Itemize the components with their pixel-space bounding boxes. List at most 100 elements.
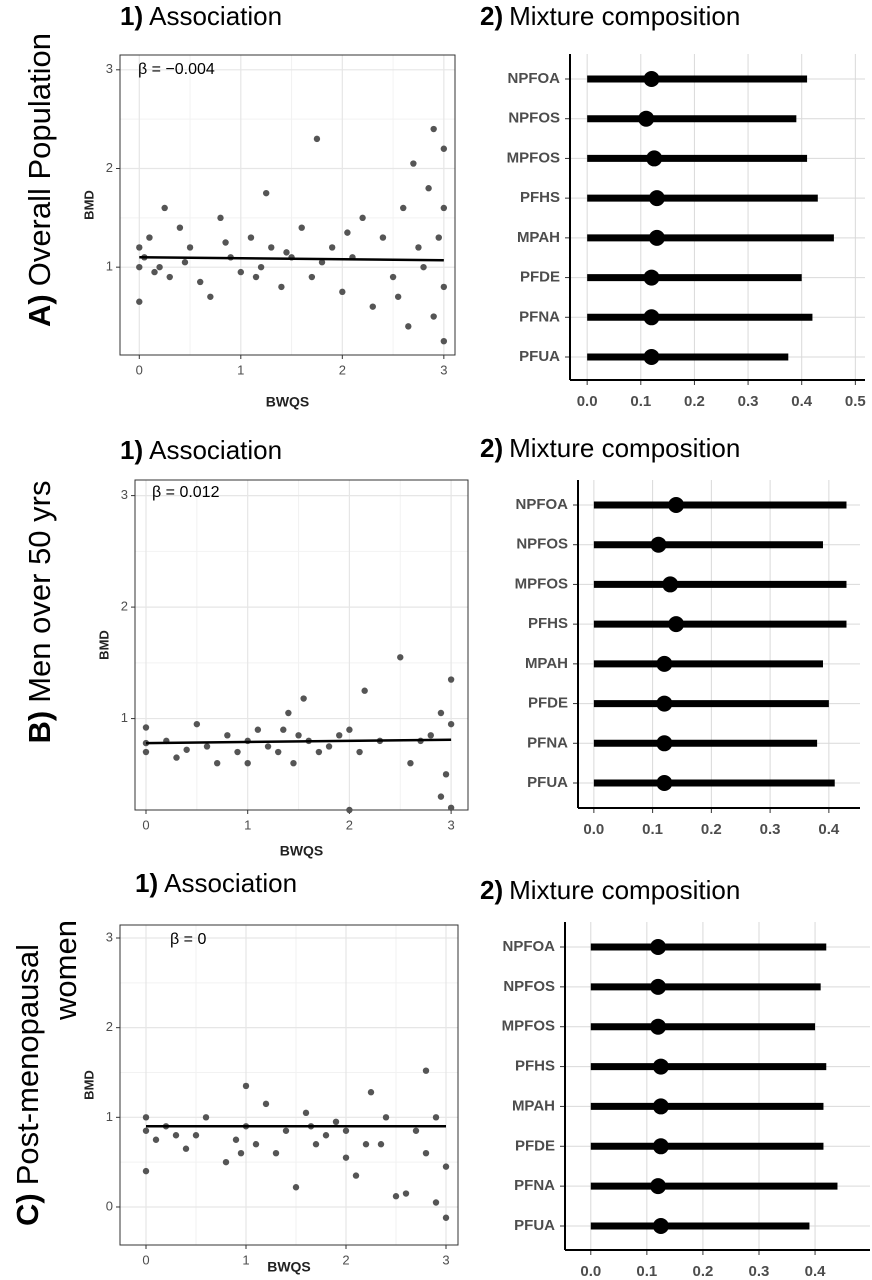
point	[346, 806, 353, 814]
y-tick-label: 3	[121, 487, 128, 502]
point	[176, 224, 184, 231]
category-label: PFHS	[520, 189, 560, 206]
point	[302, 1109, 310, 1117]
point	[352, 1172, 360, 1179]
y-tick-label: 1	[106, 1109, 113, 1124]
panel-border	[134, 479, 469, 811]
x-tick-label: 1	[242, 1252, 249, 1267]
point	[412, 1127, 420, 1134]
row-title: Men over 50 yrs	[22, 481, 57, 703]
estimate	[652, 1138, 669, 1155]
panel-title: 2) Mixture composition	[480, 1, 740, 31]
point	[379, 234, 387, 241]
point	[400, 204, 407, 212]
point	[152, 1136, 160, 1143]
point	[344, 229, 351, 236]
point	[237, 268, 245, 276]
estimate	[656, 695, 673, 712]
point	[222, 1158, 230, 1166]
point	[437, 709, 445, 717]
x-tick-label: 0.3	[760, 821, 781, 838]
point	[394, 293, 402, 300]
y-tick-label: 3	[106, 61, 113, 76]
point	[244, 759, 251, 767]
point	[308, 273, 316, 281]
point	[142, 724, 150, 731]
x-tick-label: 0.4	[791, 393, 813, 410]
point	[402, 1190, 410, 1197]
category-label: NPFOA	[508, 70, 561, 87]
point	[442, 771, 450, 778]
point	[232, 1136, 240, 1143]
point	[282, 1127, 290, 1134]
fit-line	[139, 256, 444, 262]
panel-title-text: Association	[149, 435, 282, 465]
point	[440, 337, 448, 345]
category-label: PFDE	[515, 1137, 555, 1154]
estimate	[668, 616, 685, 633]
row-label: B) Men over 50 yrs	[22, 481, 57, 744]
category-label: MPFOS	[515, 575, 568, 592]
point	[136, 298, 143, 305]
point	[252, 273, 260, 281]
panel-title: 2) Mixture composition	[480, 875, 740, 905]
row-title: Overall Population	[22, 33, 57, 286]
x-tick-label: 0.4	[818, 821, 840, 838]
point	[346, 726, 353, 733]
point	[315, 748, 323, 756]
point	[377, 1141, 385, 1148]
row-title: women	[48, 920, 83, 1021]
point	[300, 695, 307, 702]
x-tick-label: 0.0	[577, 393, 598, 410]
panel-number: 1)	[120, 1, 143, 31]
point	[339, 288, 346, 296]
point	[283, 249, 290, 256]
x-tick-label: 2	[339, 362, 346, 377]
point	[222, 239, 229, 246]
x-tick-label: 0.2	[684, 393, 705, 410]
point	[254, 726, 262, 733]
point	[166, 273, 173, 281]
y-tick-label: 2	[106, 1019, 113, 1034]
point	[151, 268, 158, 276]
x-tick-label: 0.3	[738, 393, 759, 410]
point	[367, 1089, 375, 1096]
x-tick-label: 0.5	[845, 393, 866, 410]
category-label: PFDE	[520, 269, 560, 286]
point	[202, 1114, 210, 1121]
estimate	[643, 349, 660, 365]
category-label: PFDE	[528, 695, 568, 712]
estimate	[650, 1178, 667, 1195]
point	[268, 244, 275, 251]
point	[430, 125, 437, 133]
estimate	[652, 1098, 669, 1115]
x-tick-label: 0.1	[642, 821, 663, 838]
category-label: MPAH	[512, 1097, 555, 1114]
point	[161, 204, 168, 212]
point	[136, 263, 143, 271]
point	[407, 759, 414, 767]
point	[156, 263, 163, 271]
estimate	[650, 1018, 667, 1035]
point	[440, 283, 448, 291]
category-label: PFHS	[515, 1058, 555, 1075]
y-tick-label: 2	[121, 599, 128, 614]
point	[172, 1132, 180, 1139]
x-tick-label: 2	[346, 817, 353, 832]
y-tick-label: 2	[106, 160, 113, 175]
point	[146, 234, 153, 241]
point	[342, 1127, 350, 1134]
point	[252, 1141, 260, 1148]
point	[432, 1114, 440, 1121]
estimate	[648, 190, 665, 207]
point	[392, 1193, 400, 1200]
estimate	[648, 229, 665, 246]
panel-title: 2) Mixture composition	[480, 433, 740, 463]
point	[181, 259, 189, 266]
estimate	[656, 775, 673, 791]
category-label: PFHS	[528, 615, 568, 632]
category-label: PFUA	[527, 774, 568, 791]
y-tick-label: 1	[121, 710, 128, 725]
point	[242, 1082, 250, 1090]
